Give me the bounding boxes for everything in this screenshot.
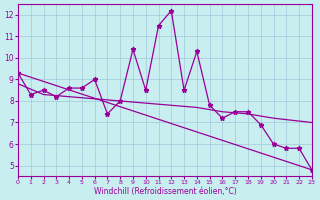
X-axis label: Windchill (Refroidissement éolien,°C): Windchill (Refroidissement éolien,°C) bbox=[93, 187, 236, 196]
